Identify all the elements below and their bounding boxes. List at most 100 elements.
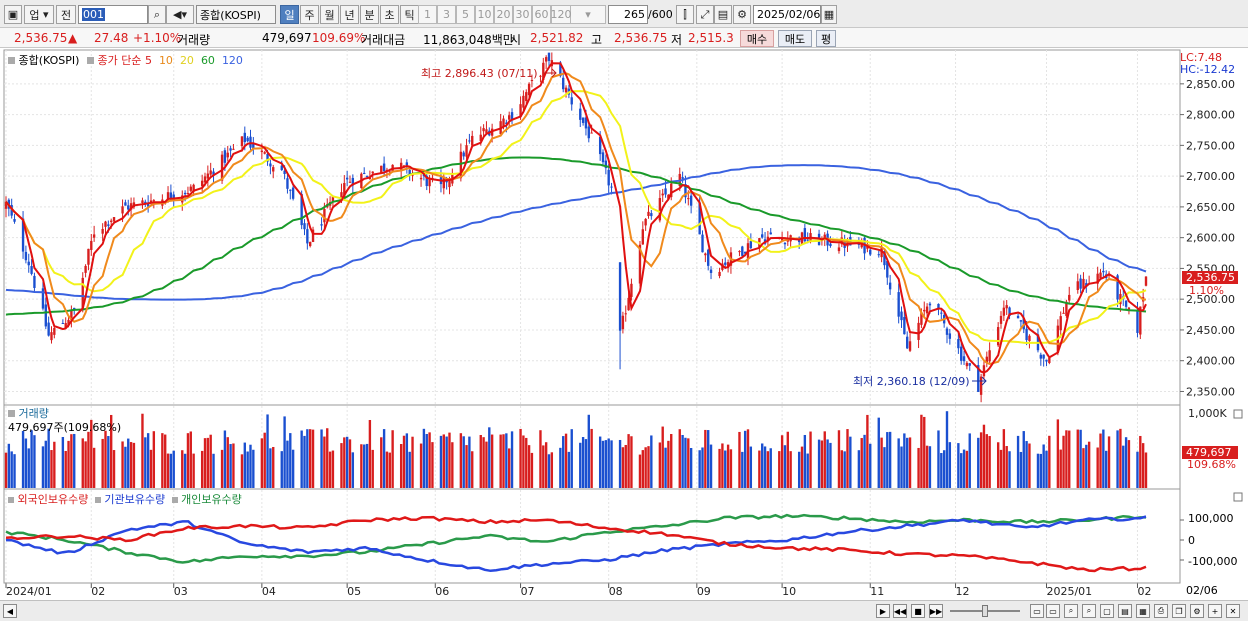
scroll-left-icon[interactable]: ◀ bbox=[3, 604, 17, 618]
interval-dropdown[interactable]: ▾ bbox=[570, 5, 606, 24]
sell-button[interactable]: 매도 bbox=[778, 30, 812, 47]
candle-body bbox=[64, 323, 67, 328]
period-tab-4[interactable]: 분 bbox=[360, 5, 379, 24]
bottom-scrollbar[interactable]: ◀ ▶ ◀◀ ■ ▶▶ ▭ ▭ ⌕ ⌕ ▢ ▤ ▦ ⎙ ❐ ⚙ + ✕ bbox=[0, 600, 1248, 621]
interval-button-30[interactable]: 30 bbox=[513, 5, 532, 24]
gear-icon[interactable]: ⚙ bbox=[733, 5, 751, 24]
volume-bar bbox=[132, 442, 136, 488]
candle-body bbox=[129, 203, 133, 210]
candle-body bbox=[382, 163, 386, 172]
zoom-reset-icon[interactable]: ⌕ bbox=[1082, 604, 1096, 618]
candle-body bbox=[1096, 273, 1099, 284]
volume-bar bbox=[1045, 450, 1048, 488]
interval-button-20[interactable]: 20 bbox=[494, 5, 513, 24]
count-input[interactable]: 265 bbox=[608, 5, 648, 24]
copy-icon[interactable]: ❐ bbox=[1172, 604, 1186, 618]
chart-area[interactable]: 2,850.00 2,800.00 2,750.00 2,700.00 2,650.00… bbox=[0, 48, 1248, 600]
menu-icon[interactable]: ▣ bbox=[4, 5, 22, 24]
candle-body bbox=[4, 201, 8, 209]
layout-icon[interactable]: ▤ bbox=[1118, 604, 1132, 618]
search-icon[interactable]: ⌕ bbox=[148, 5, 166, 24]
x-tick-label: 10 bbox=[782, 585, 796, 598]
max-count-label: /600 bbox=[648, 8, 673, 21]
x-tick-label: 02 bbox=[1137, 585, 1151, 598]
zoom-in-icon[interactable]: ▭ bbox=[1046, 604, 1060, 618]
interval-button-60[interactable]: 60 bbox=[532, 5, 551, 24]
flow-institution[interactable]: 기관보유수량 bbox=[104, 493, 166, 506]
interval-button-5[interactable]: 5 bbox=[456, 5, 475, 24]
candle-body bbox=[624, 313, 627, 315]
volume-bar bbox=[61, 436, 65, 488]
candle-body bbox=[906, 336, 909, 349]
market-select[interactable]: 업 ▾ bbox=[24, 5, 54, 24]
candle-body bbox=[1048, 357, 1051, 363]
volume-bar bbox=[269, 448, 272, 488]
scroll-first-icon[interactable]: ◀◀ bbox=[893, 604, 907, 618]
candle-body bbox=[530, 80, 534, 82]
print-icon[interactable]: ⎙ bbox=[1154, 604, 1168, 618]
stop-icon[interactable]: ■ bbox=[911, 604, 925, 618]
calendar-icon[interactable]: ▦ bbox=[821, 5, 837, 24]
date-input[interactable]: 2025/02/06 bbox=[753, 5, 821, 24]
period-tab-2[interactable]: 월 bbox=[320, 5, 339, 24]
eval-button[interactable]: 평 bbox=[816, 30, 836, 47]
zoom-slider-handle[interactable] bbox=[982, 605, 988, 617]
scroll-right-icon[interactable]: ▶ bbox=[876, 604, 890, 618]
grid-icon[interactable]: ▦ bbox=[1136, 604, 1150, 618]
candle-body bbox=[937, 303, 940, 309]
volume-bar bbox=[570, 429, 573, 488]
prev-button[interactable]: 전 bbox=[56, 5, 76, 24]
period-tab-1[interactable]: 주 bbox=[300, 5, 319, 24]
period-tab-6[interactable]: 틱 bbox=[400, 5, 419, 24]
y-tick-label: 2,450.00 bbox=[1186, 324, 1235, 337]
draw-tool-icon[interactable]: ⤢ bbox=[696, 5, 714, 24]
add-icon[interactable]: + bbox=[1208, 604, 1222, 618]
volume-bar bbox=[152, 431, 156, 488]
candle-body bbox=[30, 266, 33, 274]
candle-body bbox=[988, 350, 991, 362]
candle-body bbox=[957, 339, 960, 349]
code-input[interactable]: 001 bbox=[78, 5, 148, 24]
candle-body bbox=[351, 177, 355, 186]
volume-title[interactable]: 거래량 bbox=[18, 407, 49, 420]
zoom-icon[interactable]: ⌕ bbox=[1064, 604, 1078, 618]
window-icon[interactable]: ▢ bbox=[1100, 604, 1114, 618]
volume-bar bbox=[1008, 451, 1011, 488]
legend-ma-prefix[interactable]: 종가 단순 bbox=[97, 54, 142, 67]
candle-body bbox=[1028, 335, 1031, 342]
close-icon[interactable]: ✕ bbox=[1226, 604, 1240, 618]
volume-bar bbox=[326, 428, 329, 488]
volume-bar bbox=[27, 448, 30, 488]
candle-body bbox=[471, 135, 474, 146]
save-icon[interactable]: ▤ bbox=[714, 5, 732, 24]
period-tab-5[interactable]: 초 bbox=[380, 5, 399, 24]
scroll-last-icon[interactable]: ▶▶ bbox=[929, 604, 943, 618]
interval-button-1[interactable]: 1 bbox=[418, 5, 437, 24]
candle-body bbox=[1119, 294, 1122, 305]
interval-button-3[interactable]: 3 bbox=[437, 5, 456, 24]
period-tab-3[interactable]: 년 bbox=[340, 5, 359, 24]
volume-bar bbox=[820, 440, 824, 488]
volume-bar bbox=[499, 434, 502, 488]
date-axis: 2024/01 02 03 04 05 06 07 08 09 10 11 12 2025/01 02 bbox=[4, 582, 1180, 598]
volume-bar bbox=[411, 436, 414, 488]
interval-button-120[interactable]: 120 bbox=[551, 5, 572, 24]
settings-icon[interactable]: ⚙ bbox=[1190, 604, 1204, 618]
candle-body bbox=[522, 95, 525, 108]
sound-icon[interactable]: ◀▾ bbox=[166, 5, 194, 24]
candle-body bbox=[510, 112, 514, 121]
volume-bar bbox=[1102, 429, 1105, 488]
volume-close-icon[interactable] bbox=[1233, 409, 1243, 419]
flow-foreign[interactable]: 외국인보유수량 bbox=[17, 493, 89, 506]
legend-index-name[interactable]: 종합(KOSPI) bbox=[18, 54, 80, 67]
candle-body bbox=[1045, 359, 1048, 362]
buy-button[interactable]: 매수 bbox=[740, 30, 774, 47]
flow-close-icon[interactable] bbox=[1233, 492, 1243, 502]
zoom-out-icon[interactable]: ▭ bbox=[1030, 604, 1044, 618]
volume-bar bbox=[698, 450, 701, 488]
candle-body bbox=[280, 165, 283, 170]
interval-button-10[interactable]: 10 bbox=[475, 5, 494, 24]
flow-individual[interactable]: 개인보유수량 bbox=[181, 493, 242, 506]
chart-type-icon[interactable]: ⫿ bbox=[676, 5, 694, 24]
period-tab-0[interactable]: 일 bbox=[280, 5, 299, 24]
